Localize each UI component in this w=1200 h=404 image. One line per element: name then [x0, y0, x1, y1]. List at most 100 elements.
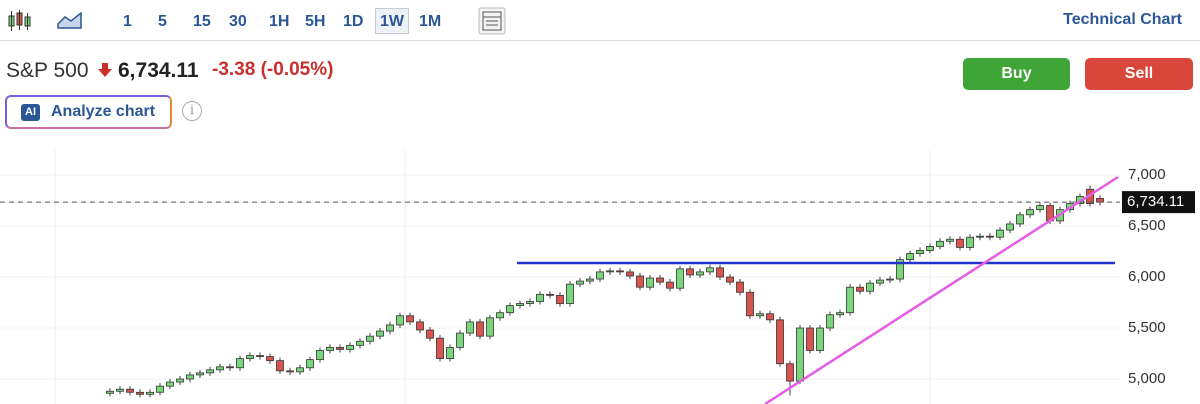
candle-body	[746, 291, 754, 317]
interval-button[interactable]: 15	[193, 13, 211, 30]
candle-body	[686, 268, 694, 276]
candle-body	[116, 388, 124, 392]
candle-icon[interactable]	[6, 8, 32, 34]
candle-body	[606, 270, 614, 273]
interval-button[interactable]: 5H	[305, 13, 326, 30]
candle-body	[506, 305, 514, 314]
candle-body	[476, 321, 484, 337]
candle-body	[756, 313, 764, 317]
candle-body	[286, 370, 294, 373]
candle-body	[656, 277, 664, 283]
candle-body	[976, 235, 984, 238]
candle-body	[816, 327, 824, 351]
candle-body	[556, 294, 564, 304]
candle-body	[436, 337, 444, 360]
candle-body	[966, 236, 974, 248]
candle-body	[306, 359, 314, 369]
analyze-button[interactable]: AI Analyze chart	[5, 95, 172, 129]
chart: 5,000 5,500 6,000 6,500 7,000 6,734.11	[0, 150, 1195, 404]
candle-body	[626, 271, 634, 277]
price: 6,734.11	[118, 59, 199, 82]
candle-body	[336, 346, 344, 350]
candle-body	[936, 240, 944, 247]
candle-body	[256, 355, 264, 357]
line-icon[interactable]	[56, 8, 84, 32]
interval-button[interactable]: 5	[158, 13, 167, 30]
last-price-label: 6,734.11	[1127, 193, 1184, 210]
interval-button[interactable]: 1D	[343, 13, 364, 30]
candle-body	[356, 340, 364, 346]
y-tick-label: 5,000	[1128, 370, 1166, 387]
candle-body	[946, 238, 954, 242]
interval-button[interactable]: 1M	[419, 13, 442, 30]
y-tick-label: 7,000	[1128, 166, 1166, 183]
candle-body	[716, 267, 724, 278]
technical-chart-link[interactable]: Technical Chart	[1063, 11, 1182, 28]
last-price-box	[1122, 191, 1195, 214]
candle-body	[866, 282, 874, 292]
candle-body	[456, 332, 464, 348]
candle-body	[496, 312, 504, 319]
candle-body	[106, 390, 114, 394]
candle-body	[876, 279, 884, 284]
candle-body	[536, 293, 544, 302]
candle-body	[636, 275, 644, 288]
candle-body	[856, 286, 864, 292]
candle-body	[796, 327, 804, 382]
candle-body	[786, 363, 794, 382]
candle-body	[166, 381, 174, 387]
candle-body	[666, 281, 674, 289]
candle-body	[216, 366, 224, 371]
candle-body	[1026, 209, 1034, 216]
candle-body	[646, 277, 654, 288]
candle-body	[1016, 214, 1024, 225]
interval-button[interactable]: 1W	[375, 8, 409, 34]
candle-body	[276, 360, 284, 372]
candle-body	[706, 267, 714, 273]
candle-body	[1006, 223, 1014, 231]
interval-button[interactable]: 1H	[269, 13, 290, 30]
candle-body	[466, 321, 474, 334]
candle-body	[146, 391, 154, 395]
y-tick-label: 6,500	[1128, 217, 1166, 234]
candle-body	[586, 278, 594, 282]
info-icon[interactable]: i	[182, 101, 202, 121]
interval-button[interactable]: 30	[229, 13, 247, 30]
candle-body	[526, 301, 534, 304]
candle-body	[266, 356, 274, 362]
candle-body	[836, 312, 844, 316]
layout-icon[interactable]	[478, 7, 506, 35]
candle-body	[576, 280, 584, 285]
buy-button[interactable]: Buy	[963, 58, 1070, 90]
candle-body	[906, 253, 914, 261]
candle-body	[726, 276, 734, 283]
candle-body	[766, 313, 774, 321]
candle-body	[546, 293, 554, 296]
candle-body	[376, 330, 384, 337]
ai-badge: AI	[21, 104, 40, 121]
down-arrow	[98, 63, 112, 77]
candle-body	[396, 315, 404, 326]
candle-body	[956, 238, 964, 248]
y-tick-label: 5,500	[1128, 319, 1166, 336]
candle-body	[1096, 198, 1104, 203]
candle-body	[316, 350, 324, 361]
candle-body	[446, 346, 454, 360]
candle-body	[986, 235, 994, 238]
trend-line	[764, 175, 1119, 404]
candle-body	[136, 391, 144, 395]
sell-button[interactable]: Sell	[1085, 58, 1193, 90]
candle-body	[426, 329, 434, 339]
candle-body	[736, 281, 744, 293]
candle-body	[516, 303, 524, 306]
candle-body	[916, 250, 924, 254]
candle-body	[846, 286, 854, 314]
candle-body	[186, 374, 194, 380]
candle-body	[776, 319, 784, 365]
candle-body	[366, 335, 374, 342]
change-value: -3.38	[212, 59, 256, 80]
candle-body	[896, 259, 904, 280]
candle-body	[156, 385, 164, 393]
interval-button[interactable]: 1	[123, 13, 132, 30]
candle-body	[596, 271, 604, 280]
